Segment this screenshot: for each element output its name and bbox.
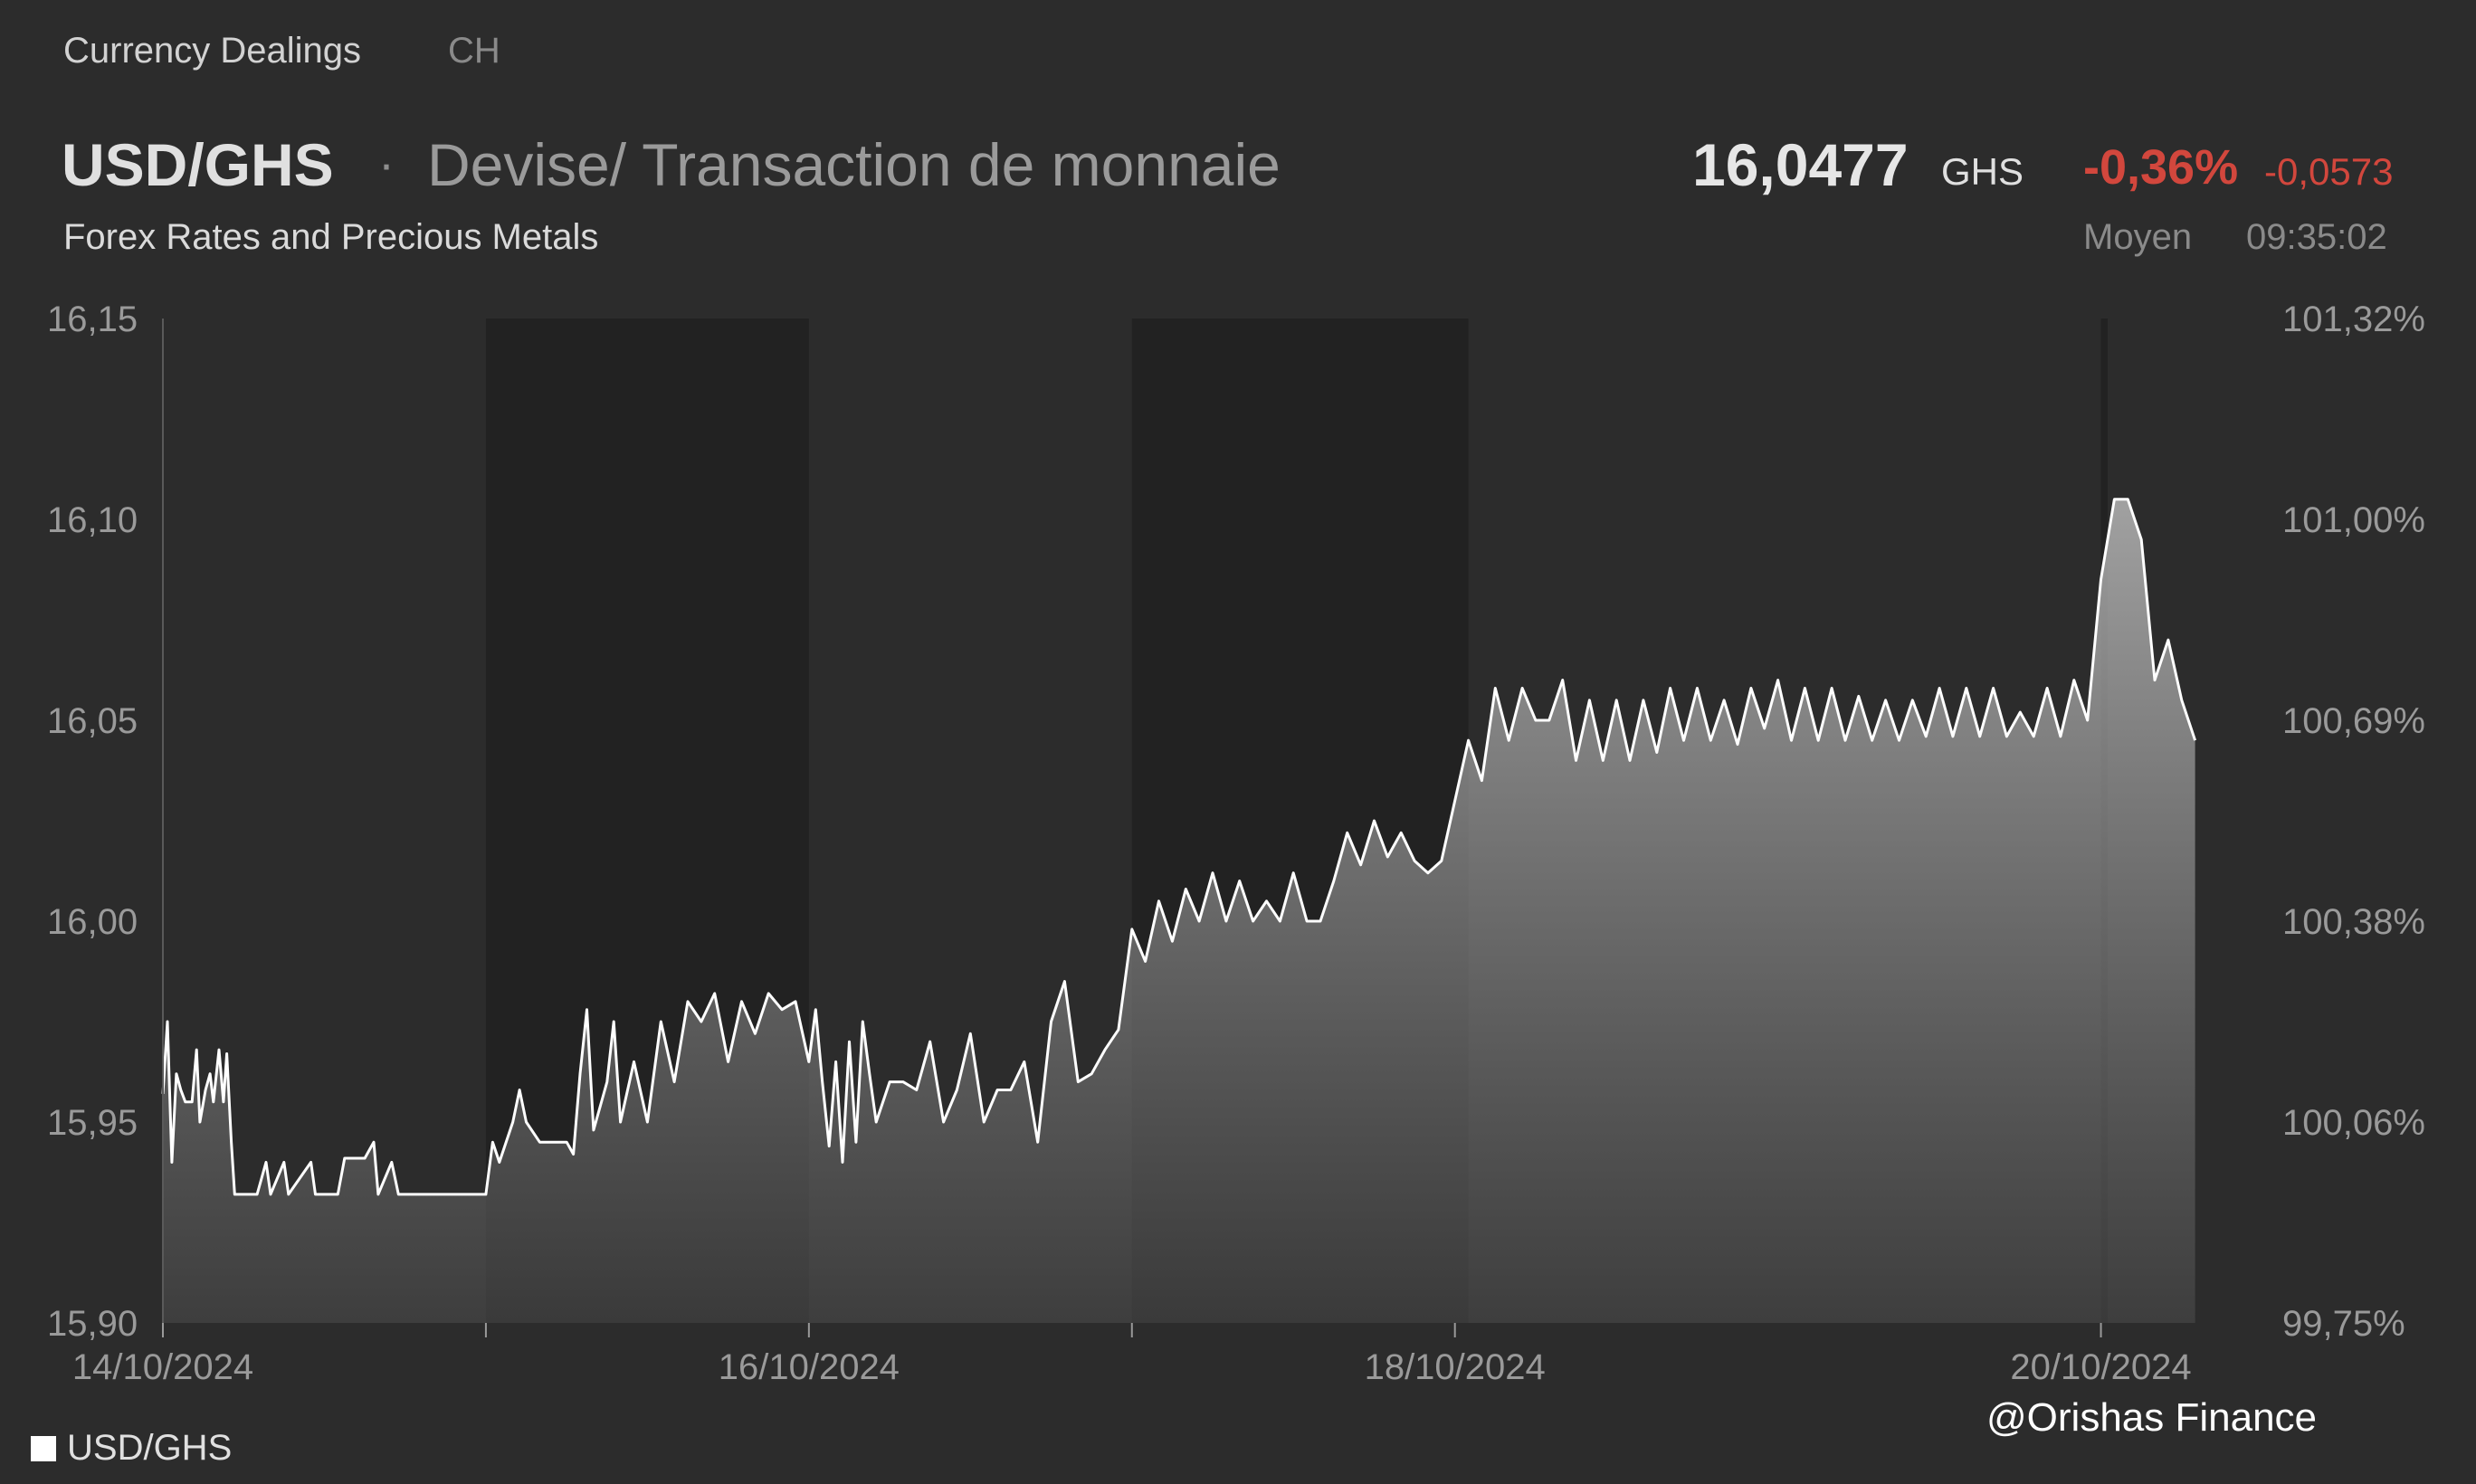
y-tick-label: 16,05: [47, 701, 138, 741]
legend[interactable]: USD/GHS: [31, 1428, 232, 1469]
y2-tick-label: 100,06%: [2282, 1103, 2425, 1143]
y-tick-label: 16,15: [47, 300, 138, 339]
instrument-pair: USD/GHS: [62, 131, 334, 198]
tab-currency-dealings[interactable]: Currency Dealings: [63, 31, 362, 71]
y-tick-label: 16,00: [47, 902, 138, 942]
series-area: [163, 499, 2195, 1323]
y2-tick-label: 101,32%: [2282, 300, 2425, 339]
data-source: Forex Rates and Precious Metals: [63, 217, 599, 257]
y2-tick-label: 99,75%: [2282, 1304, 2405, 1344]
y-tick-label: 15,95: [47, 1103, 138, 1143]
x-tick-label: 18/10/2024: [1365, 1347, 1546, 1387]
x-tick-label: 14/10/2024: [72, 1347, 253, 1387]
legend-label: USD/GHS: [67, 1428, 233, 1468]
x-tick-label: 20/10/2024: [2010, 1347, 2191, 1387]
change-absolute: -0,0573: [2264, 150, 2394, 193]
quote-time: 09:35:02: [2246, 217, 2387, 257]
y2-tick-label: 100,69%: [2282, 701, 2425, 741]
y-tick-label: 16,10: [47, 500, 138, 540]
legend-swatch: [31, 1435, 56, 1461]
y2-tick-label: 101,00%: [2282, 500, 2425, 540]
y2-tick-label: 100,38%: [2282, 902, 2425, 942]
change-percent: -0,36%: [2083, 140, 2239, 195]
x-tick-label: 16/10/2024: [719, 1347, 900, 1387]
y-tick-label: 15,90: [47, 1304, 138, 1344]
last-price: 16,0477: [1692, 131, 1909, 198]
price-currency: GHS: [1941, 150, 2024, 193]
watermark: @Orishas Finance: [1986, 1395, 2318, 1440]
region-label[interactable]: CH: [448, 31, 500, 71]
series-line: [161, 498, 2197, 1196]
instrument-description: Devise/ Transaction de monnaie: [427, 131, 1281, 198]
title-separator: ·: [378, 137, 395, 191]
price-type-label: Moyen: [2083, 217, 2193, 257]
